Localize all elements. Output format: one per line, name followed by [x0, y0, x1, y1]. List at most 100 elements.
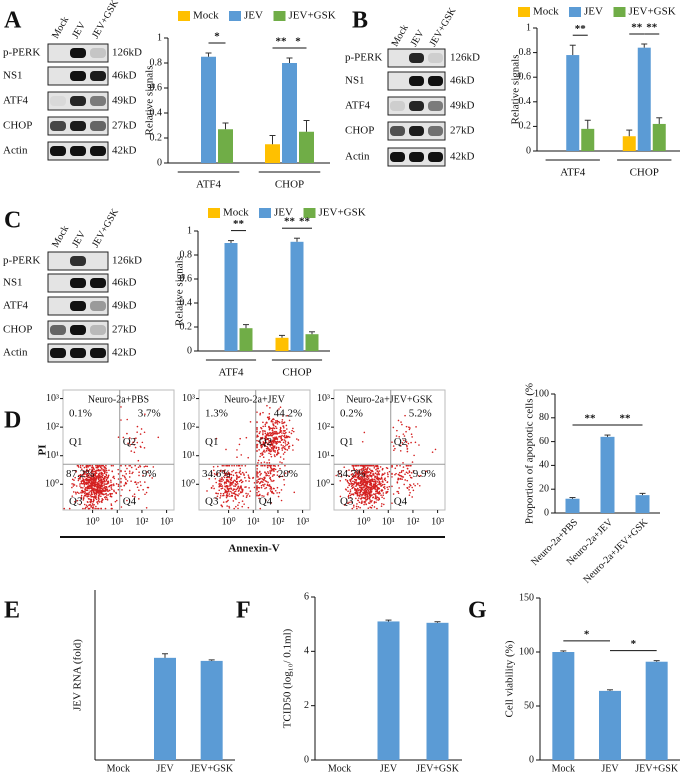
event-dot — [372, 480, 375, 483]
event-dot — [269, 472, 272, 475]
event-dot — [279, 456, 282, 458]
event-dot — [272, 479, 275, 482]
event-dot — [72, 483, 75, 485]
event-dot — [376, 475, 379, 477]
event-dot — [104, 480, 106, 483]
event-dot — [373, 478, 376, 481]
event-dot — [229, 495, 231, 498]
event-dot — [370, 464, 373, 467]
event-dot — [91, 469, 94, 471]
y-tick-label: 10³ — [46, 393, 59, 404]
event-dot — [213, 469, 215, 472]
event-dot — [238, 464, 240, 467]
event-dot — [270, 419, 273, 422]
blot-band — [409, 76, 424, 86]
event-dot — [223, 488, 226, 491]
event-dot — [403, 435, 406, 437]
event-dot — [240, 473, 242, 475]
event-dot — [281, 421, 283, 423]
event-dot — [361, 497, 363, 499]
event-dot — [272, 450, 275, 452]
event-dot — [226, 505, 228, 507]
event-dot — [82, 507, 84, 510]
event-dot — [152, 466, 155, 468]
size-label: 49kD — [450, 100, 475, 112]
bar — [154, 657, 176, 760]
event-dot — [108, 469, 110, 472]
event-dot — [373, 467, 376, 469]
event-dot — [368, 483, 371, 486]
event-dot — [356, 507, 358, 510]
blot-band — [70, 71, 86, 81]
size-label: 49kD — [112, 300, 137, 312]
event-dot — [259, 444, 262, 447]
event-dot — [105, 473, 107, 476]
event-dot — [266, 466, 269, 469]
event-dot — [365, 498, 367, 500]
legend-label: JEV+GSK — [289, 10, 336, 22]
event-dot — [256, 470, 258, 473]
event-dot — [101, 482, 103, 485]
event-dot — [113, 477, 116, 480]
event-dot — [256, 491, 258, 494]
event-dot — [271, 442, 273, 445]
event-dot — [374, 472, 377, 475]
event-dot — [347, 490, 349, 493]
event-dot — [88, 498, 90, 500]
event-dot — [353, 469, 356, 471]
event-dot — [409, 474, 411, 477]
event-dot — [92, 495, 94, 498]
event-dot — [405, 430, 407, 433]
event-dot — [92, 466, 94, 469]
event-dot — [347, 486, 349, 489]
event-dot — [347, 497, 350, 499]
event-dot — [106, 471, 108, 474]
event-dot — [245, 480, 247, 482]
event-dot — [271, 448, 273, 450]
event-dot — [248, 480, 250, 482]
event-dot — [87, 483, 90, 485]
event-dot — [256, 427, 258, 429]
quadrant-value: 9.9% — [413, 468, 436, 480]
event-dot — [235, 488, 238, 491]
event-dot — [238, 476, 241, 478]
event-dot — [345, 470, 348, 472]
event-dot — [381, 489, 384, 492]
event-dot — [283, 446, 286, 448]
lane-label: Mock — [390, 23, 411, 49]
event-dot — [372, 493, 375, 495]
event-dot — [94, 482, 96, 485]
event-dot — [406, 445, 408, 448]
event-dot — [352, 480, 354, 483]
event-dot — [260, 462, 263, 464]
row-label: CHOP — [3, 120, 32, 132]
event-dot — [365, 472, 367, 475]
bar — [218, 129, 233, 163]
legend-label: Mock — [533, 6, 559, 18]
event-dot — [364, 477, 366, 480]
bar — [635, 495, 650, 513]
y-tick-label: 0.8 — [150, 57, 163, 68]
event-dot — [387, 488, 389, 491]
event-dot — [384, 487, 386, 490]
lane-label: JEV — [409, 28, 428, 49]
event-cloud — [117, 436, 120, 439]
event-dot — [347, 494, 350, 497]
event-dot — [288, 445, 291, 448]
event-dot — [265, 441, 268, 444]
event-dot — [220, 487, 223, 490]
event-dot — [273, 487, 275, 490]
event-dot — [412, 483, 415, 485]
event-dot — [358, 501, 361, 504]
blot-band — [409, 101, 424, 111]
y-tick-label: 40 — [539, 460, 549, 471]
event-dot — [95, 469, 98, 472]
event-dot — [82, 499, 85, 501]
event-dot — [247, 456, 250, 459]
error-bar — [434, 621, 441, 623]
event-dot — [92, 501, 94, 503]
event-dot — [267, 481, 269, 484]
blot-band — [428, 152, 443, 162]
event-dot — [259, 474, 262, 476]
bar — [201, 56, 216, 163]
